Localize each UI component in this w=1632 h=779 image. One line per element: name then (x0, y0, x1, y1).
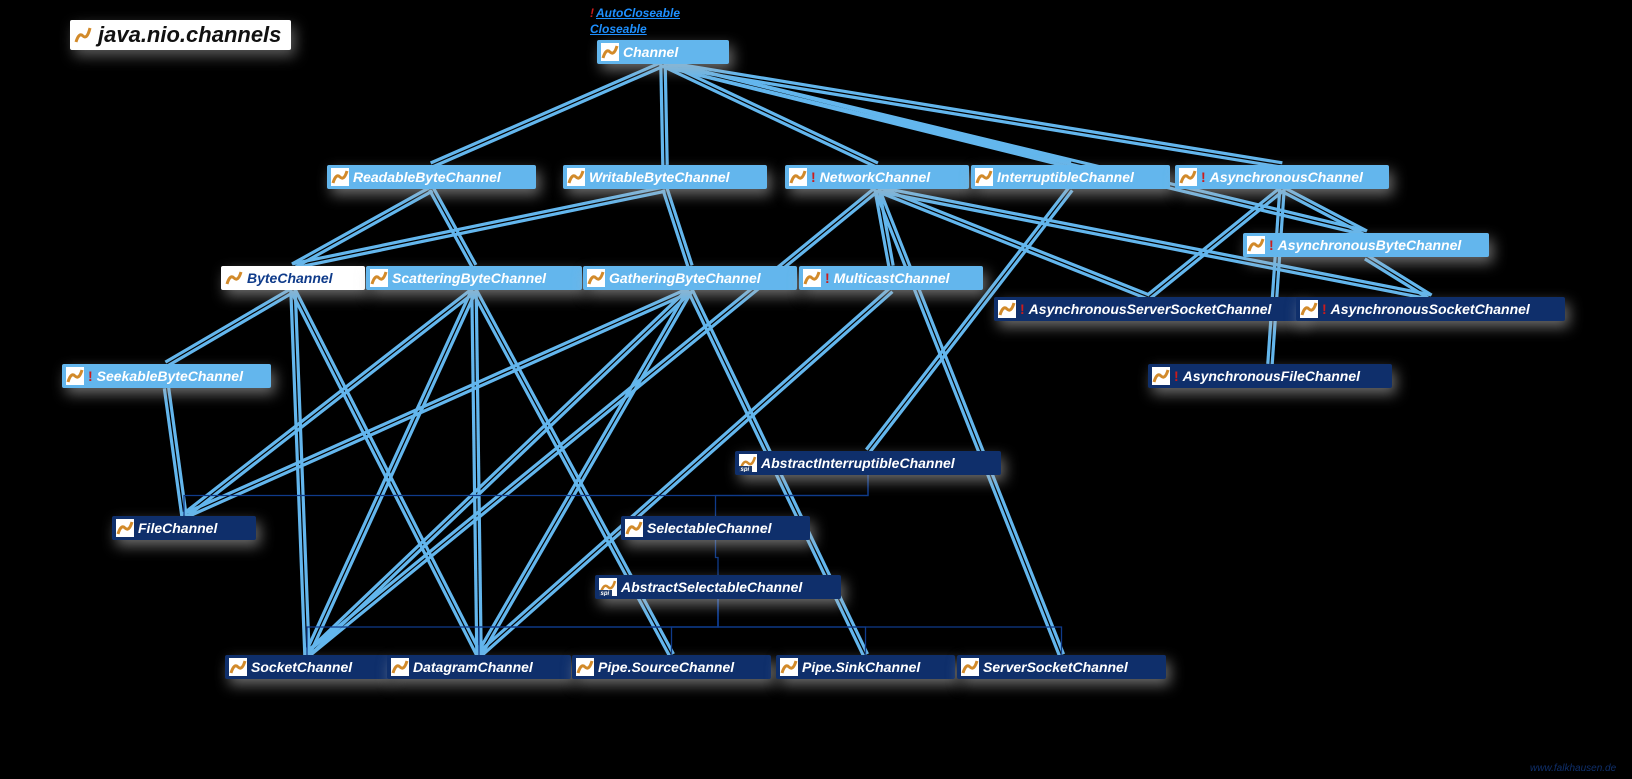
mark-icon: ! (1020, 301, 1025, 317)
node-label: ReadableByteChannel (353, 169, 501, 185)
node-label: ScatteringByteChannel (392, 270, 546, 286)
mark-icon: ! (1201, 169, 1206, 185)
type-icon (66, 367, 84, 385)
node-FileChannel[interactable]: FileChannel (112, 516, 256, 540)
node-WritableByteChannel[interactable]: WritableByteChannel (563, 165, 767, 189)
mark-icon: ! (1322, 301, 1327, 317)
type-icon (601, 43, 619, 61)
type-icon (1179, 168, 1197, 186)
svg-text:spi: spi (601, 591, 610, 596)
spi-icon: spi (599, 578, 617, 596)
node-label: AsynchronousByteChannel (1278, 237, 1462, 253)
package-title: java.nio.channels (70, 20, 291, 50)
node-ReadableByteChannel[interactable]: ReadableByteChannel (327, 165, 536, 189)
node-PipeSinkChannel[interactable]: Pipe.SinkChannel (776, 655, 955, 679)
node-NetworkChannel[interactable]: !NetworkChannel (785, 165, 969, 189)
node-SeekableByteChannel[interactable]: !SeekableByteChannel (62, 364, 271, 388)
node-AbstractInterruptibleChannel[interactable]: spi AbstractInterruptibleChannel (735, 451, 1001, 475)
mark-icon: ! (1269, 237, 1274, 253)
mark-icon: ! (1174, 368, 1179, 384)
external-parent-link[interactable]: !AutoCloseable (590, 6, 680, 20)
node-PipeSourceChannel[interactable]: Pipe.SourceChannel (572, 655, 771, 679)
mark-icon: ! (825, 270, 830, 286)
package-icon (74, 26, 92, 44)
type-icon (1247, 236, 1265, 254)
node-label: Channel (623, 44, 678, 60)
node-label: SeekableByteChannel (97, 368, 243, 384)
node-label: SocketChannel (251, 659, 352, 675)
node-label: GatheringByteChannel (609, 270, 761, 286)
node-label: InterruptibleChannel (997, 169, 1134, 185)
spi-icon: spi (739, 454, 757, 472)
node-ScatteringByteChannel[interactable]: ScatteringByteChannel (366, 266, 582, 290)
node-AsynchronousByteChannel[interactable]: !AsynchronousByteChannel (1243, 233, 1489, 257)
node-label: NetworkChannel (820, 169, 930, 185)
node-AsynchronousSocketChannel[interactable]: !AsynchronousSocketChannel (1296, 297, 1565, 321)
node-label: Pipe.SourceChannel (598, 659, 734, 675)
mark-icon: ! (811, 169, 816, 185)
type-icon (229, 658, 247, 676)
node-InterruptibleChannel[interactable]: InterruptibleChannel (971, 165, 1170, 189)
node-SocketChannel[interactable]: SocketChannel (225, 655, 389, 679)
node-label: AsynchronousFileChannel (1183, 368, 1360, 384)
node-label: DatagramChannel (413, 659, 533, 675)
type-icon (789, 168, 807, 186)
node-label: WritableByteChannel (589, 169, 730, 185)
node-label: ServerSocketChannel (983, 659, 1128, 675)
type-icon (391, 658, 409, 676)
type-icon (116, 519, 134, 537)
node-label: AsynchronousSocketChannel (1331, 301, 1530, 317)
node-MulticastChannel[interactable]: !MulticastChannel (799, 266, 983, 290)
type-icon (961, 658, 979, 676)
node-label: FileChannel (138, 520, 217, 536)
node-ServerSocketChannel[interactable]: ServerSocketChannel (957, 655, 1166, 679)
package-title-label: java.nio.channels (98, 22, 281, 48)
node-label: MulticastChannel (834, 270, 950, 286)
node-ByteChannel[interactable]: ByteChannel (221, 266, 365, 290)
node-label: Pipe.SinkChannel (802, 659, 920, 675)
node-AsynchronousServerSocketChannel[interactable]: !AsynchronousServerSocketChannel (994, 297, 1303, 321)
node-label: AsynchronousServerSocketChannel (1029, 301, 1272, 317)
node-AsynchronousFileChannel[interactable]: !AsynchronousFileChannel (1148, 364, 1392, 388)
node-DatagramChannel[interactable]: DatagramChannel (387, 655, 571, 679)
node-label: SelectableChannel (647, 520, 772, 536)
watermark: www.falkhausen.de (1530, 763, 1616, 774)
node-AsynchronousChannel[interactable]: !AsynchronousChannel (1175, 165, 1389, 189)
type-icon (225, 269, 243, 287)
type-icon (370, 269, 388, 287)
svg-text:spi: spi (741, 467, 750, 472)
type-icon (1300, 300, 1318, 318)
node-label: AbstractInterruptibleChannel (761, 455, 955, 471)
node-AbstractSelectableChannel[interactable]: spi AbstractSelectableChannel (595, 575, 841, 599)
node-GatheringByteChannel[interactable]: GatheringByteChannel (583, 266, 797, 290)
type-icon (625, 519, 643, 537)
type-icon (567, 168, 585, 186)
node-label: AbstractSelectableChannel (621, 579, 802, 595)
type-icon (1152, 367, 1170, 385)
node-label: AsynchronousChannel (1210, 169, 1363, 185)
type-icon (587, 269, 605, 287)
type-icon (780, 658, 798, 676)
type-icon (576, 658, 594, 676)
type-icon (803, 269, 821, 287)
type-icon (331, 168, 349, 186)
node-label: ByteChannel (247, 270, 333, 286)
mark-icon: ! (88, 368, 93, 384)
external-parent-link[interactable]: Closeable (590, 22, 647, 36)
node-SelectableChannel[interactable]: SelectableChannel (621, 516, 810, 540)
type-icon (998, 300, 1016, 318)
type-icon (975, 168, 993, 186)
node-Channel[interactable]: Channel (597, 40, 729, 64)
